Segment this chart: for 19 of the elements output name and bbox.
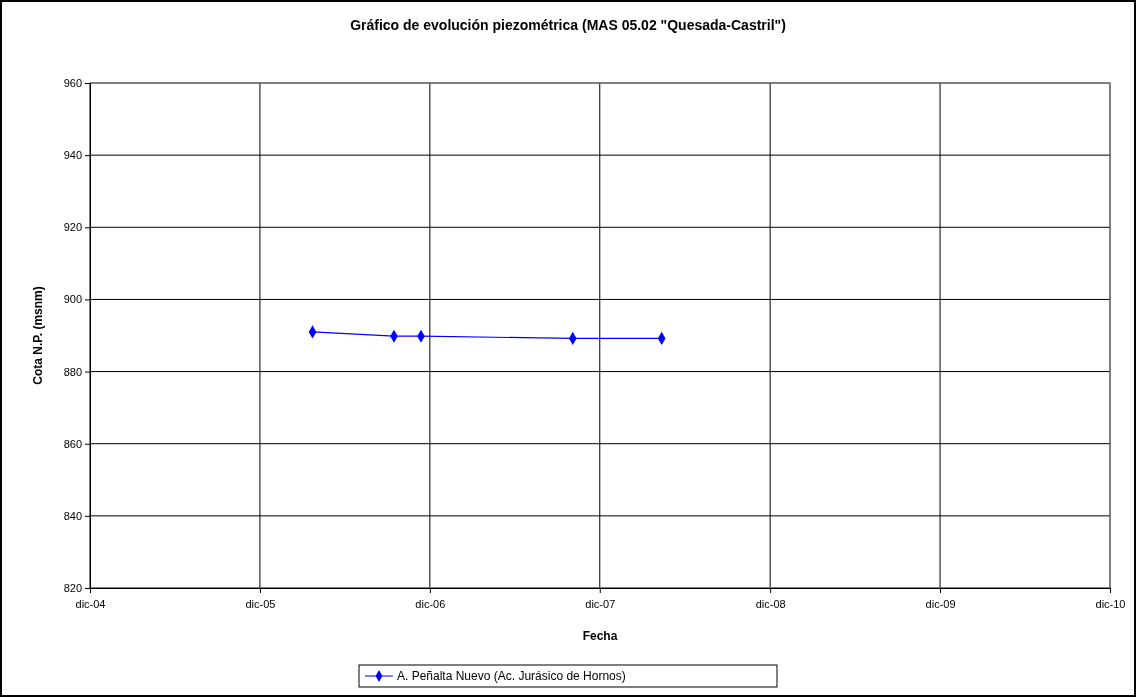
legend-label: A. Peñalta Nuevo (Ac. Jurásico de Hornos) (397, 669, 626, 683)
x-tick-label: dic-10 (1095, 598, 1126, 611)
chart-title: Gráfico de evolución piezométrica (MAS 05.02 "Quesada-Castril") (350, 17, 786, 33)
x-tick-label: dic-09 (925, 598, 956, 611)
y-tick-label: 900 (63, 293, 82, 306)
y-tick-label: 880 (63, 365, 82, 378)
y-tick-label: 860 (63, 437, 82, 450)
x-tick-label: dic-05 (245, 598, 276, 611)
x-tick-label: dic-04 (75, 598, 106, 611)
x-tick-label: dic-06 (415, 598, 446, 611)
x-axis-title: Fecha (582, 629, 618, 643)
x-tick-label: dic-08 (755, 598, 786, 611)
x-tick-label: dic-07 (585, 598, 616, 611)
y-tick-label: 940 (63, 149, 82, 162)
y-tick-label: 920 (63, 221, 82, 234)
y-axis-title: Cota N.P. (msnm) (31, 286, 45, 385)
y-tick-label: 960 (63, 77, 82, 90)
y-tick-label: 820 (63, 582, 82, 595)
y-tick-label: 840 (63, 509, 82, 522)
